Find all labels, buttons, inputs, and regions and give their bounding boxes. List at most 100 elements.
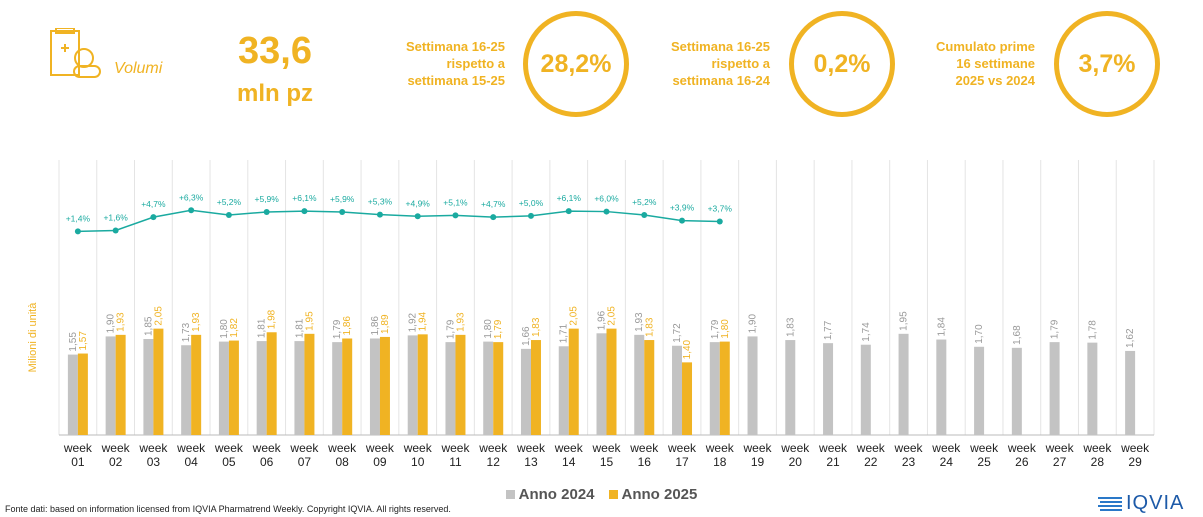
growth-point (225, 212, 232, 218)
x-tick-label: week 20 (781, 441, 810, 469)
bar-label: 1,94 (418, 311, 429, 331)
x-tick-label: week 28 (1083, 441, 1112, 469)
bar-label: 1,93 (634, 312, 645, 332)
bar (596, 333, 607, 435)
bar (785, 340, 796, 435)
bar (860, 344, 871, 435)
bar-label: 1,89 (380, 314, 391, 334)
bar (153, 328, 164, 435)
legend-swatch (608, 490, 618, 499)
legend-label: Anno 2024 (518, 486, 595, 503)
growth-label: +6,1% (292, 193, 317, 203)
bar-label: 2,05 (153, 306, 164, 326)
growth-label: +3,9% (670, 203, 695, 213)
growth-label: +5,3% (368, 197, 393, 207)
legend-item: Anno 2025 (608, 486, 698, 503)
kpi-circle: 0,2% (789, 11, 895, 117)
bar-label: 1,83 (531, 317, 542, 337)
bar (1049, 342, 1060, 435)
x-tick-label: week 15 (592, 441, 621, 469)
bar (530, 340, 541, 435)
kpi-label-line: rispetto a (711, 56, 770, 71)
growth-label: +1,4% (66, 213, 91, 223)
growth-point (301, 208, 308, 215)
x-tick-label: week 08 (328, 441, 357, 469)
x-tick-label: week 05 (214, 441, 243, 469)
x-tick-label: week 07 (290, 441, 319, 469)
growth-point (414, 213, 421, 220)
y-axis-label: Milioni di unità (27, 302, 39, 373)
bar-label: 1,77 (823, 320, 834, 340)
bar (644, 340, 655, 435)
bar-label: 1,95 (899, 311, 910, 331)
growth-point (565, 208, 572, 215)
bar-label: 1,79 (445, 319, 456, 339)
legend-item: Anno 2024 (505, 486, 595, 503)
pill-icon (50, 28, 101, 78)
growth-label: +4,7% (141, 199, 166, 209)
bar-label: 1,93 (191, 312, 202, 332)
bar-label: 1,96 (597, 310, 608, 330)
bar-label: 1,84 (936, 317, 947, 337)
bar (143, 339, 154, 435)
growth-point (490, 214, 497, 221)
growth-label: +5,1% (443, 197, 468, 207)
growth-label: +4,9% (406, 198, 431, 208)
x-tick-label: week 09 (365, 441, 394, 469)
bar-label: 1,81 (294, 318, 305, 338)
bar (634, 334, 645, 435)
growth-label: +5,9% (255, 194, 280, 204)
legend-swatch (505, 490, 515, 499)
bar-label: 1,62 (1125, 328, 1136, 348)
growth-point (112, 227, 119, 234)
x-tick-label: week 12 (479, 441, 508, 469)
bar-label: 1,90 (106, 314, 117, 334)
bar-label: 1,68 (1012, 325, 1023, 345)
bar (898, 333, 909, 435)
x-tick-label: week 02 (101, 441, 130, 469)
growth-label: +1,6% (103, 212, 128, 222)
bar (568, 328, 579, 435)
x-tick-label: week 03 (139, 441, 168, 469)
x-tick-label: week 19 (743, 441, 772, 469)
source-note: Fonte dati: based on information license… (5, 504, 451, 514)
growth-point (527, 212, 534, 219)
x-tick-label: week 17 (668, 441, 697, 469)
kpi-label-line: Settimana 16-25 (406, 39, 505, 54)
bar (1087, 342, 1098, 435)
bar (332, 342, 343, 435)
x-tick-label: week 11 (441, 441, 470, 469)
legend-label: Anno 2025 (621, 486, 698, 503)
growth-point (603, 208, 610, 215)
bar (823, 343, 834, 435)
bar (747, 336, 758, 435)
bar (483, 341, 494, 435)
bar-label: 1,72 (672, 323, 683, 343)
growth-point (716, 218, 723, 225)
bar (256, 341, 267, 435)
bar-label: 1,79 (1050, 319, 1061, 339)
x-tick-label: week 16 (630, 441, 659, 469)
bar-label: 1,95 (304, 311, 315, 331)
bar (369, 338, 380, 435)
bar (417, 334, 428, 435)
bar (709, 342, 720, 435)
kpi-circle: 28,2% (523, 11, 629, 117)
x-tick-label: week 29 (1121, 441, 1150, 469)
bar-label: 1,93 (116, 312, 127, 332)
x-tick-label: week 27 (1045, 441, 1074, 469)
bar (77, 353, 88, 435)
kpi-label-line: settimana 16-24 (672, 73, 770, 88)
bar-label: 1,71 (559, 323, 570, 343)
growth-label: +5,2% (217, 197, 242, 207)
bar-label: 1,57 (78, 331, 89, 351)
x-tick-label: week 21 (819, 441, 848, 469)
growth-point (188, 207, 195, 214)
bar (719, 341, 730, 435)
bar (1125, 350, 1136, 435)
bar (493, 342, 504, 435)
bar-label: 1,98 (267, 309, 278, 329)
x-tick-label: week 26 (1007, 441, 1036, 469)
x-tick-label: week 10 (403, 441, 432, 469)
